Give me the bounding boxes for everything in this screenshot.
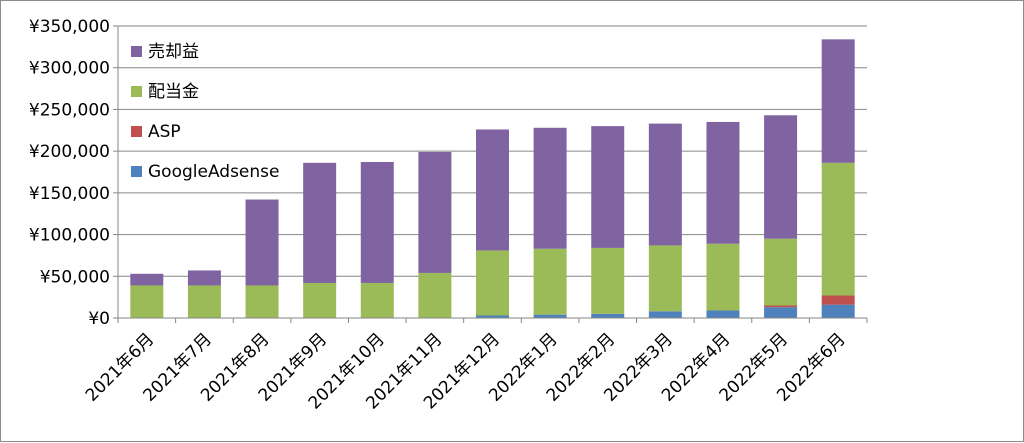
bar-segment	[130, 285, 164, 318]
x-tick-labels: 2021年6月2021年7月2021年8月2021年9月2021年10月2021…	[82, 329, 850, 413]
y-tick-label: ¥300,000	[29, 59, 110, 79]
y-tick-labels: ¥0 ¥50,000 ¥100,000 ¥150,000 ¥200,000 ¥250,00…	[29, 17, 110, 329]
bar-segment	[648, 123, 682, 246]
bar-segment	[303, 162, 337, 283]
bar-segment	[706, 121, 740, 244]
bar-segment	[187, 285, 221, 318]
bar-segment	[360, 282, 394, 318]
bar-segment	[418, 151, 452, 273]
legend-label: 売却益	[148, 42, 199, 62]
y-tick-label: ¥100,000	[29, 226, 110, 246]
bar-segment	[706, 310, 740, 318]
bar-segment	[591, 313, 625, 318]
y-tick-label: ¥50,000	[40, 267, 110, 287]
bar-segment	[476, 250, 509, 316]
bar-segment	[821, 304, 855, 318]
y-tick-label: ¥350,000	[29, 17, 110, 37]
bar-segment	[764, 115, 798, 239]
bar-segment	[533, 248, 567, 315]
bar-segment	[476, 315, 509, 318]
bar-segment	[764, 238, 798, 306]
y-tick-label: ¥200,000	[29, 142, 110, 162]
bar-segment	[130, 273, 164, 286]
y-tick-label: ¥250,000	[29, 100, 110, 120]
bar-segment	[648, 311, 682, 318]
bar-segment	[533, 314, 567, 318]
bar-segment	[764, 305, 798, 308]
bar-segment	[418, 272, 452, 318]
bar-segment	[187, 270, 221, 286]
bar-segment	[821, 162, 855, 296]
bar-segment	[591, 247, 625, 314]
y-tick-label: ¥150,000	[29, 184, 110, 204]
legend-label: ASP	[148, 122, 181, 142]
legend-swatch	[131, 166, 142, 177]
bar-segment	[821, 39, 855, 163]
y-tick-label: ¥0	[88, 309, 110, 329]
bar-segment	[706, 243, 740, 311]
legend-label: GoogleAdsense	[148, 162, 279, 182]
bar-segment	[360, 161, 394, 283]
axes	[113, 25, 868, 323]
legend-swatch	[131, 126, 142, 137]
bar-segment	[821, 295, 855, 305]
bar-segment	[245, 285, 279, 318]
bar-segment	[245, 199, 279, 286]
bar-segment	[303, 282, 337, 318]
legend-label: 配当金	[148, 82, 199, 102]
bar-segment	[648, 245, 682, 312]
bar-segment	[764, 307, 798, 318]
bars	[130, 39, 855, 318]
legend-swatch	[131, 46, 142, 57]
legend-swatch	[131, 86, 142, 97]
bar-segment	[591, 126, 625, 248]
bar-segment	[476, 129, 509, 251]
bar-segment	[533, 127, 567, 249]
